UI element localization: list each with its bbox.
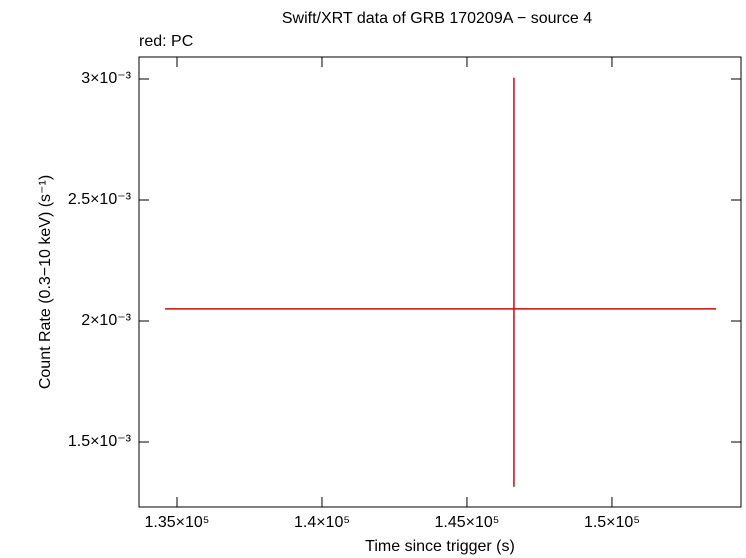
x-tick-label: 1.5×10⁵ xyxy=(584,514,640,531)
plot-frame xyxy=(138,56,742,508)
y-tick-label: 2×10⁻³ xyxy=(81,312,131,329)
y-axis-label: Count Rate (0.3−10 keV) (s⁻¹) xyxy=(37,175,54,389)
y-tick-label: 2.5×10⁻³ xyxy=(68,191,132,208)
y-tick-label: 3×10⁻³ xyxy=(81,70,131,87)
y-tick-label: 1.5×10⁻³ xyxy=(68,433,132,450)
x-tick-label: 1.35×10⁵ xyxy=(145,514,210,531)
x-tick-label: 1.45×10⁵ xyxy=(435,514,500,531)
x-tick-label: 1.4×10⁵ xyxy=(294,514,350,531)
chart-title: Swift/XRT data of GRB 170209A − source 4 xyxy=(282,10,592,27)
legend-text: red: PC xyxy=(139,33,193,50)
x-axis-label: Time since trigger (s) xyxy=(365,538,515,555)
